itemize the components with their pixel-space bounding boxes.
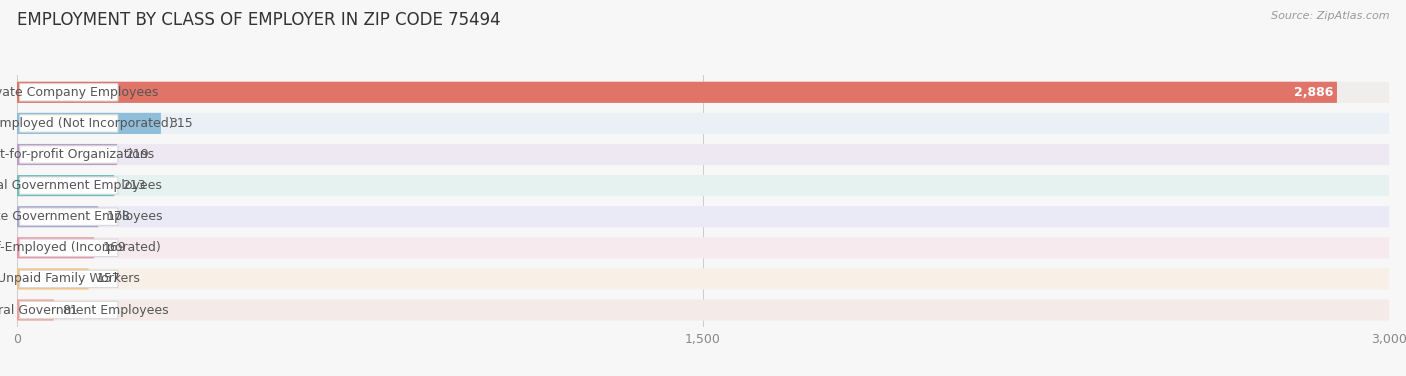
- FancyBboxPatch shape: [17, 299, 1389, 321]
- Text: State Government Employees: State Government Employees: [0, 210, 163, 223]
- FancyBboxPatch shape: [17, 237, 94, 258]
- Text: 2,886: 2,886: [1294, 86, 1333, 99]
- Text: Not-for-profit Organizations: Not-for-profit Organizations: [0, 148, 155, 161]
- FancyBboxPatch shape: [20, 83, 118, 101]
- Text: 169: 169: [103, 241, 127, 254]
- FancyBboxPatch shape: [17, 113, 1389, 134]
- Text: 157: 157: [97, 273, 121, 285]
- Text: 81: 81: [62, 303, 77, 317]
- FancyBboxPatch shape: [20, 146, 118, 163]
- FancyBboxPatch shape: [17, 144, 117, 165]
- Text: 315: 315: [169, 117, 193, 130]
- FancyBboxPatch shape: [17, 268, 1389, 290]
- FancyBboxPatch shape: [17, 82, 1389, 103]
- Text: 213: 213: [122, 179, 146, 192]
- FancyBboxPatch shape: [17, 144, 1389, 165]
- FancyBboxPatch shape: [17, 82, 1337, 103]
- FancyBboxPatch shape: [17, 175, 1389, 196]
- Text: Local Government Employees: Local Government Employees: [0, 179, 162, 192]
- Text: Federal Government Employees: Federal Government Employees: [0, 303, 169, 317]
- FancyBboxPatch shape: [20, 239, 118, 256]
- FancyBboxPatch shape: [17, 206, 1389, 227]
- Text: Self-Employed (Not Incorporated): Self-Employed (Not Incorporated): [0, 117, 173, 130]
- FancyBboxPatch shape: [17, 175, 114, 196]
- Text: Private Company Employees: Private Company Employees: [0, 86, 159, 99]
- FancyBboxPatch shape: [20, 115, 118, 132]
- FancyBboxPatch shape: [20, 270, 118, 288]
- Text: 178: 178: [107, 210, 131, 223]
- FancyBboxPatch shape: [17, 113, 160, 134]
- FancyBboxPatch shape: [20, 177, 118, 194]
- FancyBboxPatch shape: [17, 206, 98, 227]
- FancyBboxPatch shape: [17, 237, 1389, 258]
- Text: Source: ZipAtlas.com: Source: ZipAtlas.com: [1271, 11, 1389, 21]
- Text: EMPLOYMENT BY CLASS OF EMPLOYER IN ZIP CODE 75494: EMPLOYMENT BY CLASS OF EMPLOYER IN ZIP C…: [17, 11, 501, 29]
- Text: 219: 219: [125, 148, 149, 161]
- FancyBboxPatch shape: [17, 299, 53, 321]
- FancyBboxPatch shape: [20, 208, 118, 226]
- FancyBboxPatch shape: [17, 268, 89, 290]
- Text: Unpaid Family Workers: Unpaid Family Workers: [0, 273, 141, 285]
- Text: Self-Employed (Incorporated): Self-Employed (Incorporated): [0, 241, 160, 254]
- FancyBboxPatch shape: [20, 301, 118, 319]
